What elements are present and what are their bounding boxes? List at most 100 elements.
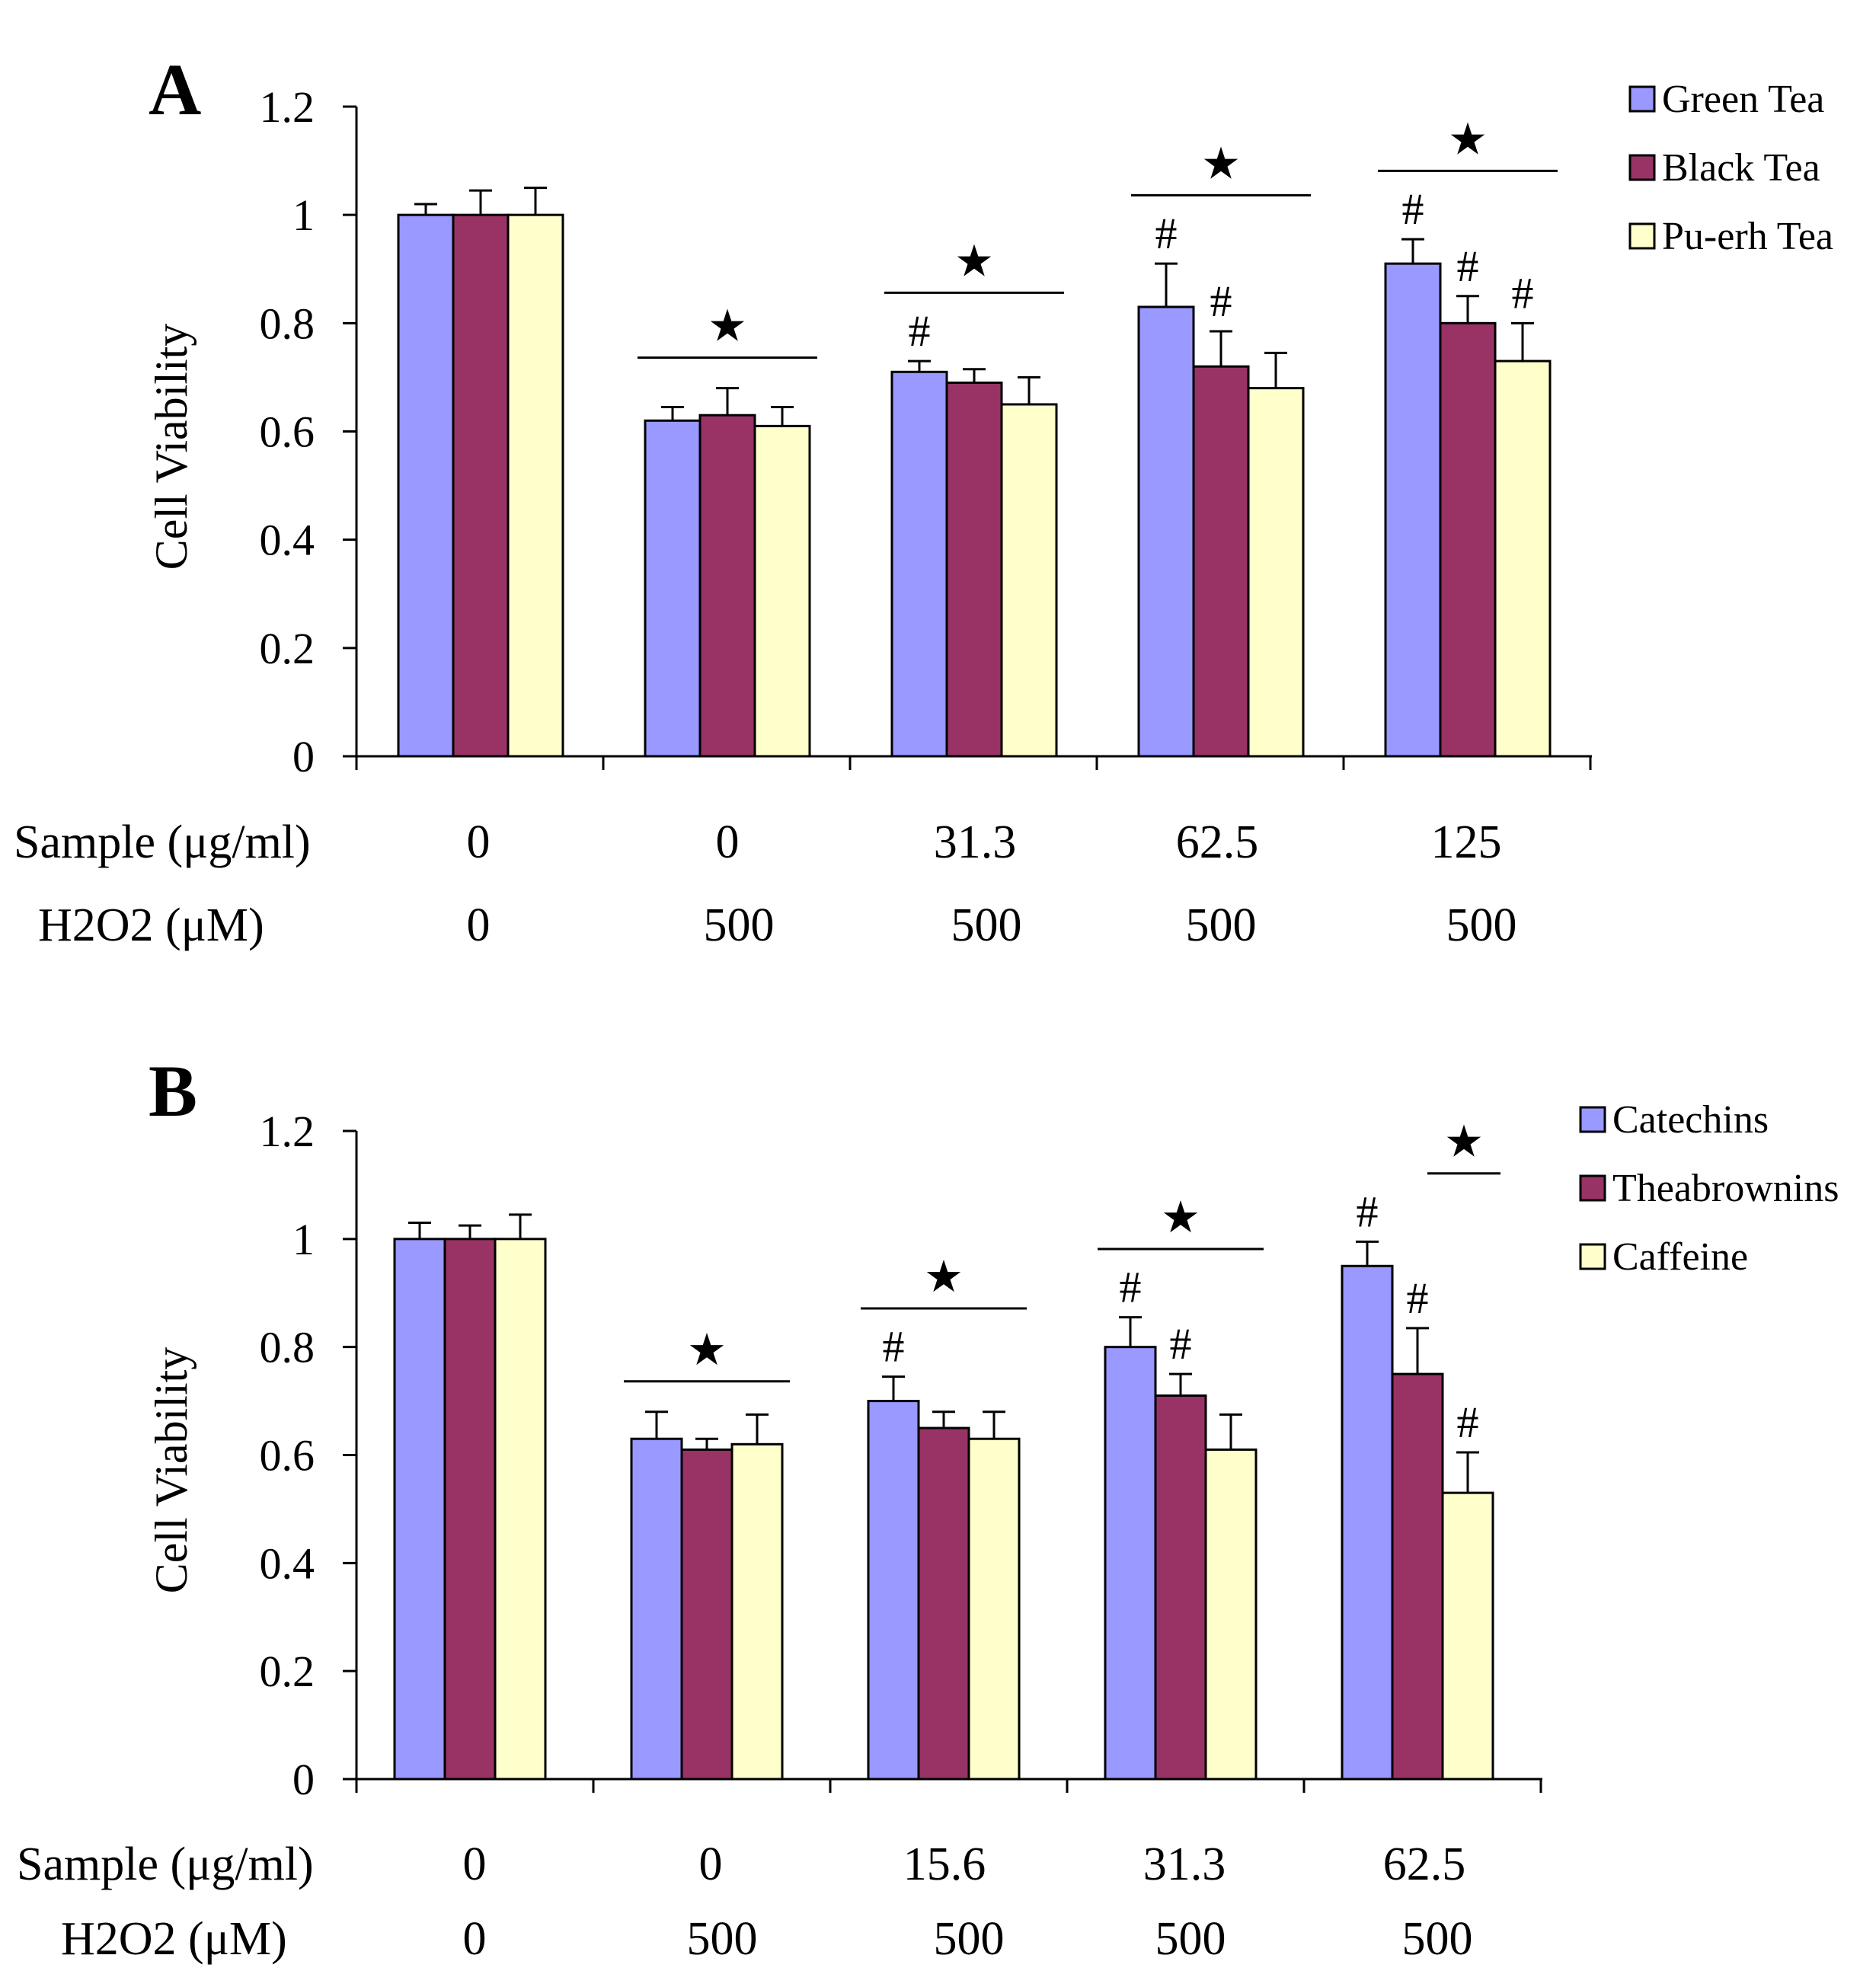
legend-swatch xyxy=(1579,1174,1606,1202)
y-tick-label: 0.2 xyxy=(260,624,315,673)
condition-value: 31.3 xyxy=(1143,1838,1226,1890)
condition-value: 0 xyxy=(467,899,491,951)
condition-label: H2O2 (μM) xyxy=(38,899,264,951)
condition-value: 31.3 xyxy=(934,816,1017,868)
significance-star: ★ xyxy=(708,302,747,351)
hash-marker: # xyxy=(883,1322,905,1372)
condition-value: 0 xyxy=(699,1838,723,1890)
bar xyxy=(753,424,811,758)
condition-value: 500 xyxy=(1155,1913,1226,1965)
condition-value: 0 xyxy=(716,816,740,868)
significance-star: ★ xyxy=(1201,139,1241,188)
bar xyxy=(1247,387,1305,758)
bar xyxy=(680,1448,733,1781)
hash-marker: # xyxy=(909,306,931,356)
y-tick-label: 1 xyxy=(292,190,315,240)
panel-label: B xyxy=(149,1050,197,1132)
condition-value: 500 xyxy=(1402,1913,1473,1965)
condition-value: 0 xyxy=(467,816,491,868)
bar xyxy=(1204,1448,1258,1781)
significance-star: ★ xyxy=(1161,1193,1200,1242)
condition-value: 62.5 xyxy=(1383,1838,1466,1890)
bar xyxy=(393,1238,446,1781)
condition-value: 125 xyxy=(1431,816,1502,868)
legend-swatch xyxy=(1628,222,1656,250)
bar xyxy=(507,213,564,758)
bar xyxy=(630,1437,683,1781)
chart-panel-a: A 0 0.2 0.4 0.6 0.8 1 1.2 Cell Viability ★ # ★ # # ★ # #… xyxy=(14,49,1833,951)
bar xyxy=(1439,321,1497,758)
condition-label: Sample (μg/ml) xyxy=(17,1838,314,1890)
bar xyxy=(945,382,1003,758)
bar xyxy=(494,1238,547,1781)
significance-star: ★ xyxy=(1444,1117,1484,1167)
bar xyxy=(890,370,948,758)
bar xyxy=(730,1442,784,1781)
y-axis-label: Cell Viability xyxy=(146,324,197,570)
bar xyxy=(644,419,702,758)
hash-marker: # xyxy=(1120,1263,1142,1312)
legend-swatch xyxy=(1628,154,1656,181)
significance-star: ★ xyxy=(924,1252,964,1302)
hash-marker: # xyxy=(1210,276,1232,326)
hash-marker: # xyxy=(1402,184,1424,234)
y-tick-label: 0.8 xyxy=(260,1323,315,1372)
legend-label: Black Tea xyxy=(1662,146,1820,190)
y-tick-label: 0.4 xyxy=(260,516,315,565)
condition-value: 500 xyxy=(704,899,775,951)
bar xyxy=(1000,403,1058,758)
y-tick-label: 0.2 xyxy=(260,1647,315,1696)
panel-label: A xyxy=(149,49,201,130)
legend-label: Theabrownins xyxy=(1612,1167,1839,1210)
condition-value: 500 xyxy=(687,1913,758,1965)
bar xyxy=(967,1437,1021,1781)
condition-value: 500 xyxy=(1186,899,1257,951)
hash-marker: # xyxy=(1170,1319,1192,1369)
condition-value: 500 xyxy=(934,1913,1005,1965)
legend-label: Pu-erh Tea xyxy=(1662,215,1833,258)
condition-value: 0 xyxy=(463,1913,487,1965)
hash-marker: # xyxy=(1155,209,1178,258)
significance-star: ★ xyxy=(1448,114,1488,164)
hash-marker: # xyxy=(1512,268,1534,318)
y-tick-label: 0 xyxy=(292,732,315,781)
bar xyxy=(397,213,455,758)
bar xyxy=(1104,1346,1157,1781)
hash-marker: # xyxy=(1357,1187,1379,1236)
condition-value: 15.6 xyxy=(903,1838,986,1890)
y-tick-label: 1.2 xyxy=(260,82,315,132)
bar xyxy=(917,1426,970,1781)
condition-label: Sample (μg/ml) xyxy=(14,816,311,868)
condition-value: 0 xyxy=(463,1838,487,1890)
condition-value: 500 xyxy=(1446,899,1517,951)
bar xyxy=(1154,1394,1207,1781)
condition-label: H2O2 (μM) xyxy=(61,1913,287,1965)
condition-value: 500 xyxy=(951,899,1022,951)
bar xyxy=(1494,359,1552,758)
legend-label: Green Tea xyxy=(1662,78,1824,121)
legend-swatch xyxy=(1579,1106,1606,1133)
hash-marker: # xyxy=(1457,1398,1479,1447)
bar xyxy=(443,1238,497,1781)
condition-value: 62.5 xyxy=(1176,816,1259,868)
y-axis-label: Cell Viability xyxy=(146,1347,197,1594)
y-tick-label: 0 xyxy=(292,1755,315,1804)
bar xyxy=(1341,1264,1394,1781)
y-tick-label: 0.8 xyxy=(260,299,315,348)
legend-swatch xyxy=(1579,1243,1606,1270)
bar xyxy=(1192,365,1250,758)
chart-panel-b: B 0 0.2 0.4 0.6 0.8 1 1.2 Cell Viability ★ # ★ # # ★ # #… xyxy=(17,1050,1839,1965)
y-tick-label: 0.6 xyxy=(260,1431,315,1481)
y-tick-label: 1 xyxy=(292,1215,315,1264)
bar xyxy=(1137,305,1195,758)
legend-label: Caffeine xyxy=(1612,1235,1748,1279)
y-tick-label: 1.2 xyxy=(260,1107,315,1156)
bar xyxy=(1391,1372,1444,1781)
bar xyxy=(867,1400,920,1781)
legend-label: Catechins xyxy=(1612,1098,1769,1142)
y-tick-label: 0.4 xyxy=(260,1538,315,1588)
bar xyxy=(1441,1491,1494,1781)
bar xyxy=(452,213,510,758)
